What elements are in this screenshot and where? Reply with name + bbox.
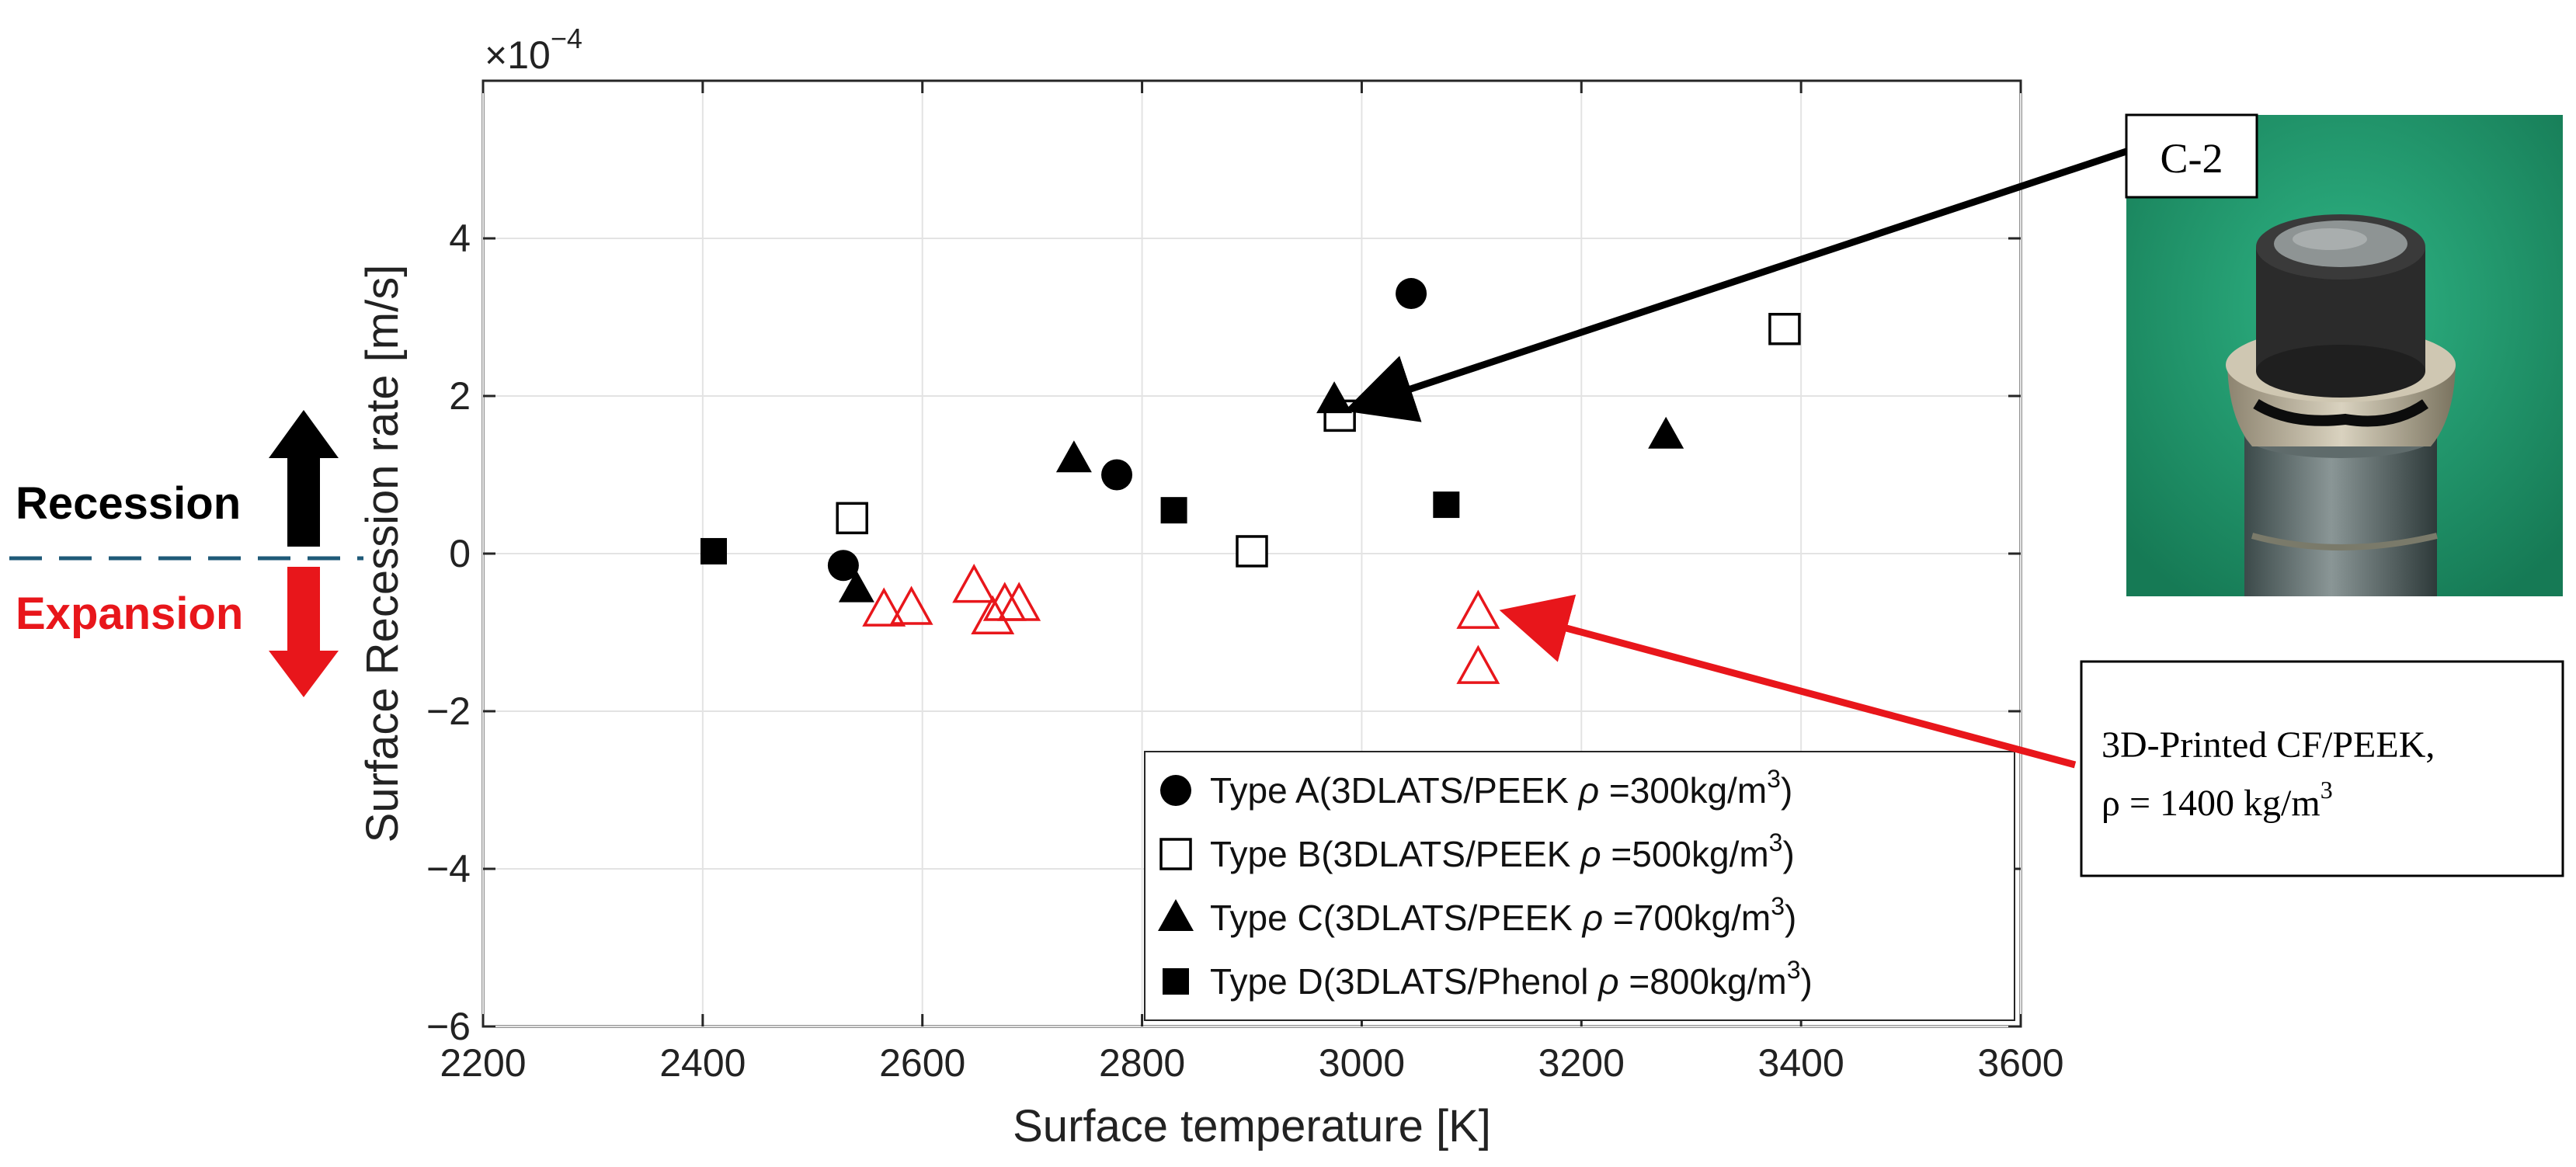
- c2-sample-picture: [2226, 214, 2456, 596]
- x-axis-label: Surface temperature [K]: [1013, 1101, 1491, 1151]
- y-tick-label: 0: [449, 532, 471, 575]
- x-tick-labels: 2200 2400 2600 2800 3000 3200 3400 3600: [440, 1041, 2063, 1085]
- data-point-3d-printed-cf-peek: [952, 564, 996, 603]
- data-point-type-b: [836, 502, 868, 535]
- data-point-type-d: [1160, 497, 1187, 524]
- data-point-type-a: [1101, 459, 1133, 491]
- x-tick-label: 3000: [1319, 1041, 1405, 1085]
- data-point-type-c: [1648, 416, 1684, 449]
- legend-label-type-d: Type D(3DLATS/Phenol ρ =800kg/m3): [1210, 956, 1813, 1002]
- legend-marker-type-a: [1160, 775, 1191, 806]
- legend-label-type-a: Type A(3DLATS/PEEK ρ =300kg/m3): [1210, 765, 1792, 811]
- y-tick-label: −4: [426, 847, 471, 891]
- x-tick-label: 3400: [1758, 1041, 1844, 1085]
- legend-label-type-c: Type C(3DLATS/PEEK ρ =700kg/m3): [1210, 892, 1796, 938]
- legend-marker-type-c: [1158, 899, 1194, 931]
- data-point-type-c: [1316, 381, 1353, 414]
- data-point-type-c: [1055, 440, 1092, 473]
- legend-marker-type-b: [1159, 838, 1192, 870]
- data-point-3d-printed-cf-peek: [1456, 589, 1500, 629]
- cf-peek-label-line2: ρ = 1400 kg/m3: [2101, 776, 2333, 824]
- cf-peek-arrow: [1499, 594, 2077, 769]
- legend-marker-type-d: [1163, 968, 1189, 995]
- x-tick-label: 2600: [879, 1041, 965, 1085]
- x-tick-label: 2800: [1099, 1041, 1185, 1085]
- down-arrow-icon: [269, 567, 339, 697]
- x-tick-label: 3600: [1977, 1041, 2063, 1085]
- data-point-type-a: [1396, 278, 1427, 310]
- data-markers: [700, 278, 1801, 684]
- cf-peek-label-line1: 3D-Printed CF/PEEK,: [2101, 724, 2435, 766]
- c2-label: C-2: [2161, 135, 2223, 182]
- data-point-type-b: [1768, 312, 1801, 346]
- c2-callout: C-2: [1344, 113, 2563, 596]
- recession-expansion-annotation: Recession Expansion: [9, 410, 363, 697]
- c2-arrow: [1344, 148, 2128, 422]
- y-multiplier-label: ×10−4: [485, 23, 582, 77]
- data-point-3d-printed-cf-peek: [997, 582, 1041, 621]
- expansion-label: Expansion: [16, 589, 243, 639]
- c2-label-box: [2125, 113, 2258, 199]
- recession-label: Recession: [16, 478, 241, 529]
- y-axis-label: Surface Recession rate [m/s]: [357, 265, 408, 843]
- data-point-3d-printed-cf-peek: [889, 585, 933, 625]
- x-tick-label: 2200: [440, 1041, 526, 1085]
- x-tick-label: 3200: [1538, 1041, 1625, 1085]
- data-point-3d-printed-cf-peek: [1456, 644, 1500, 684]
- y-tick-label: 4: [449, 217, 471, 260]
- up-arrow-icon: [269, 410, 339, 547]
- cf-peek-callout: 3D-Printed CF/PEEK, ρ = 1400 kg/m3: [1499, 594, 2564, 877]
- cf-peek-box: [2080, 660, 2564, 877]
- legend: Type A(3DLATS/PEEK ρ =300kg/m3) Type B(3D…: [1144, 751, 2015, 1021]
- y-tick-label: 2: [449, 374, 471, 418]
- data-point-type-a: [827, 550, 859, 582]
- data-point-type-d: [1433, 491, 1460, 519]
- y-tick-labels: −6 −4 −2 0 2 4: [426, 217, 471, 1048]
- y-tick-label: −6: [426, 1005, 471, 1048]
- x-tick-label: 2400: [659, 1041, 746, 1085]
- data-point-3d-printed-cf-peek: [862, 587, 906, 627]
- data-point-type-d: [700, 537, 727, 564]
- legend-label-type-b: Type B(3DLATS/PEEK ρ =500kg/m3): [1210, 828, 1795, 874]
- data-point-type-b: [1236, 535, 1268, 568]
- y-tick-label: −2: [426, 689, 471, 733]
- legend-box: [1144, 751, 2015, 1021]
- data-point-type-c: [838, 570, 874, 603]
